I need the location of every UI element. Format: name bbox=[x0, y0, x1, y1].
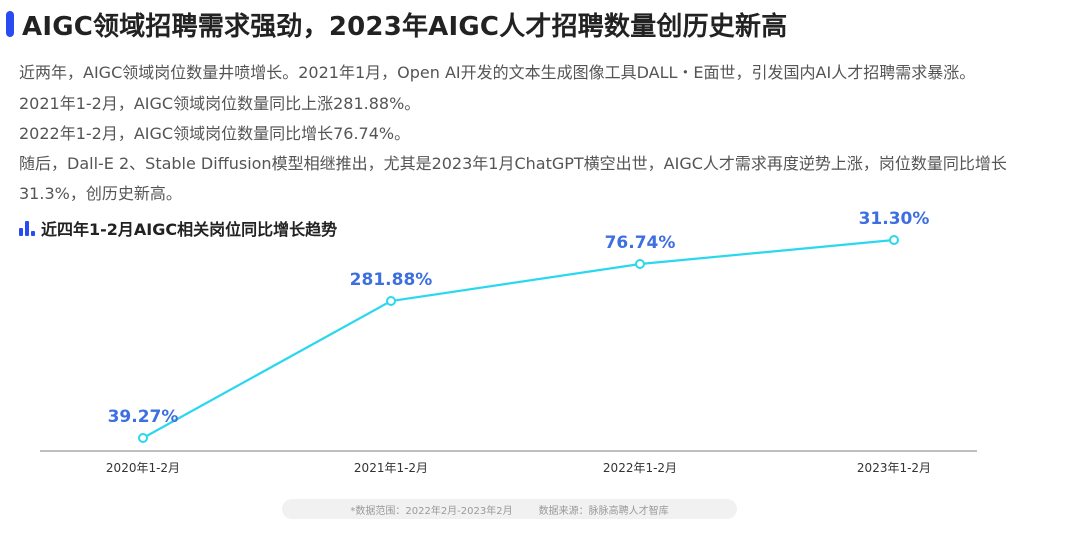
footnote: *数据范围：2022年2月-2023年2月 数据来源：脉脉高聘人才智库 bbox=[282, 499, 737, 519]
x-tick-label-2: 2021年1-2月 bbox=[354, 461, 428, 475]
footnote-data-source: 数据来源：脉脉高聘人才智库 bbox=[538, 505, 669, 517]
intro-paragraph-4-cont: 31.3%，创历史新高。 bbox=[19, 184, 182, 203]
x-tick-label-4: 2023年1-2月 bbox=[857, 461, 931, 475]
chart-title: 近四年1-2月AIGC相关岗位同比增长趋势 bbox=[19, 216, 337, 240]
data-label-3: 76.74% bbox=[605, 233, 676, 253]
x-tick-label-3: 2022年1-2月 bbox=[603, 461, 677, 475]
intro-paragraph-2: 2021年1-2月，AIGC领域岗位数量同比上涨281.88%。 bbox=[19, 94, 421, 113]
intro-paragraph-3: 2022年1-2月，AIGC领域岗位数量同比增长76.74%。 bbox=[19, 124, 411, 143]
data-point-2 bbox=[386, 296, 396, 306]
data-label-4: 31.30% bbox=[859, 209, 930, 229]
chart-title-text: 近四年1-2月AIGC相关岗位同比增长趋势 bbox=[41, 220, 338, 239]
data-point-1 bbox=[138, 433, 148, 443]
title-accent-bar bbox=[6, 11, 14, 37]
data-point-4 bbox=[889, 235, 899, 245]
data-point-3 bbox=[635, 259, 645, 269]
data-label-2: 281.88% bbox=[350, 270, 433, 290]
bar-chart-icon bbox=[19, 220, 35, 236]
x-tick-label-1: 2020年1-2月 bbox=[106, 461, 180, 475]
series-line bbox=[142, 238, 895, 439]
page-title: AIGC领域招聘需求强劲，2023年AIGC人才招聘数量创历史新高 bbox=[22, 12, 788, 42]
intro-paragraph-4: 随后，Dall-E 2、Stable Diffusion模型相继推出，尤其是20… bbox=[19, 154, 1007, 173]
intro-paragraph-1: 近两年，AIGC领域岗位数量井喷增长。2021年1月，Open AI开发的文本生… bbox=[19, 63, 976, 82]
data-label-1: 39.27% bbox=[108, 407, 179, 427]
footnote-data-range: *数据范围：2022年2月-2023年2月 bbox=[350, 505, 513, 517]
